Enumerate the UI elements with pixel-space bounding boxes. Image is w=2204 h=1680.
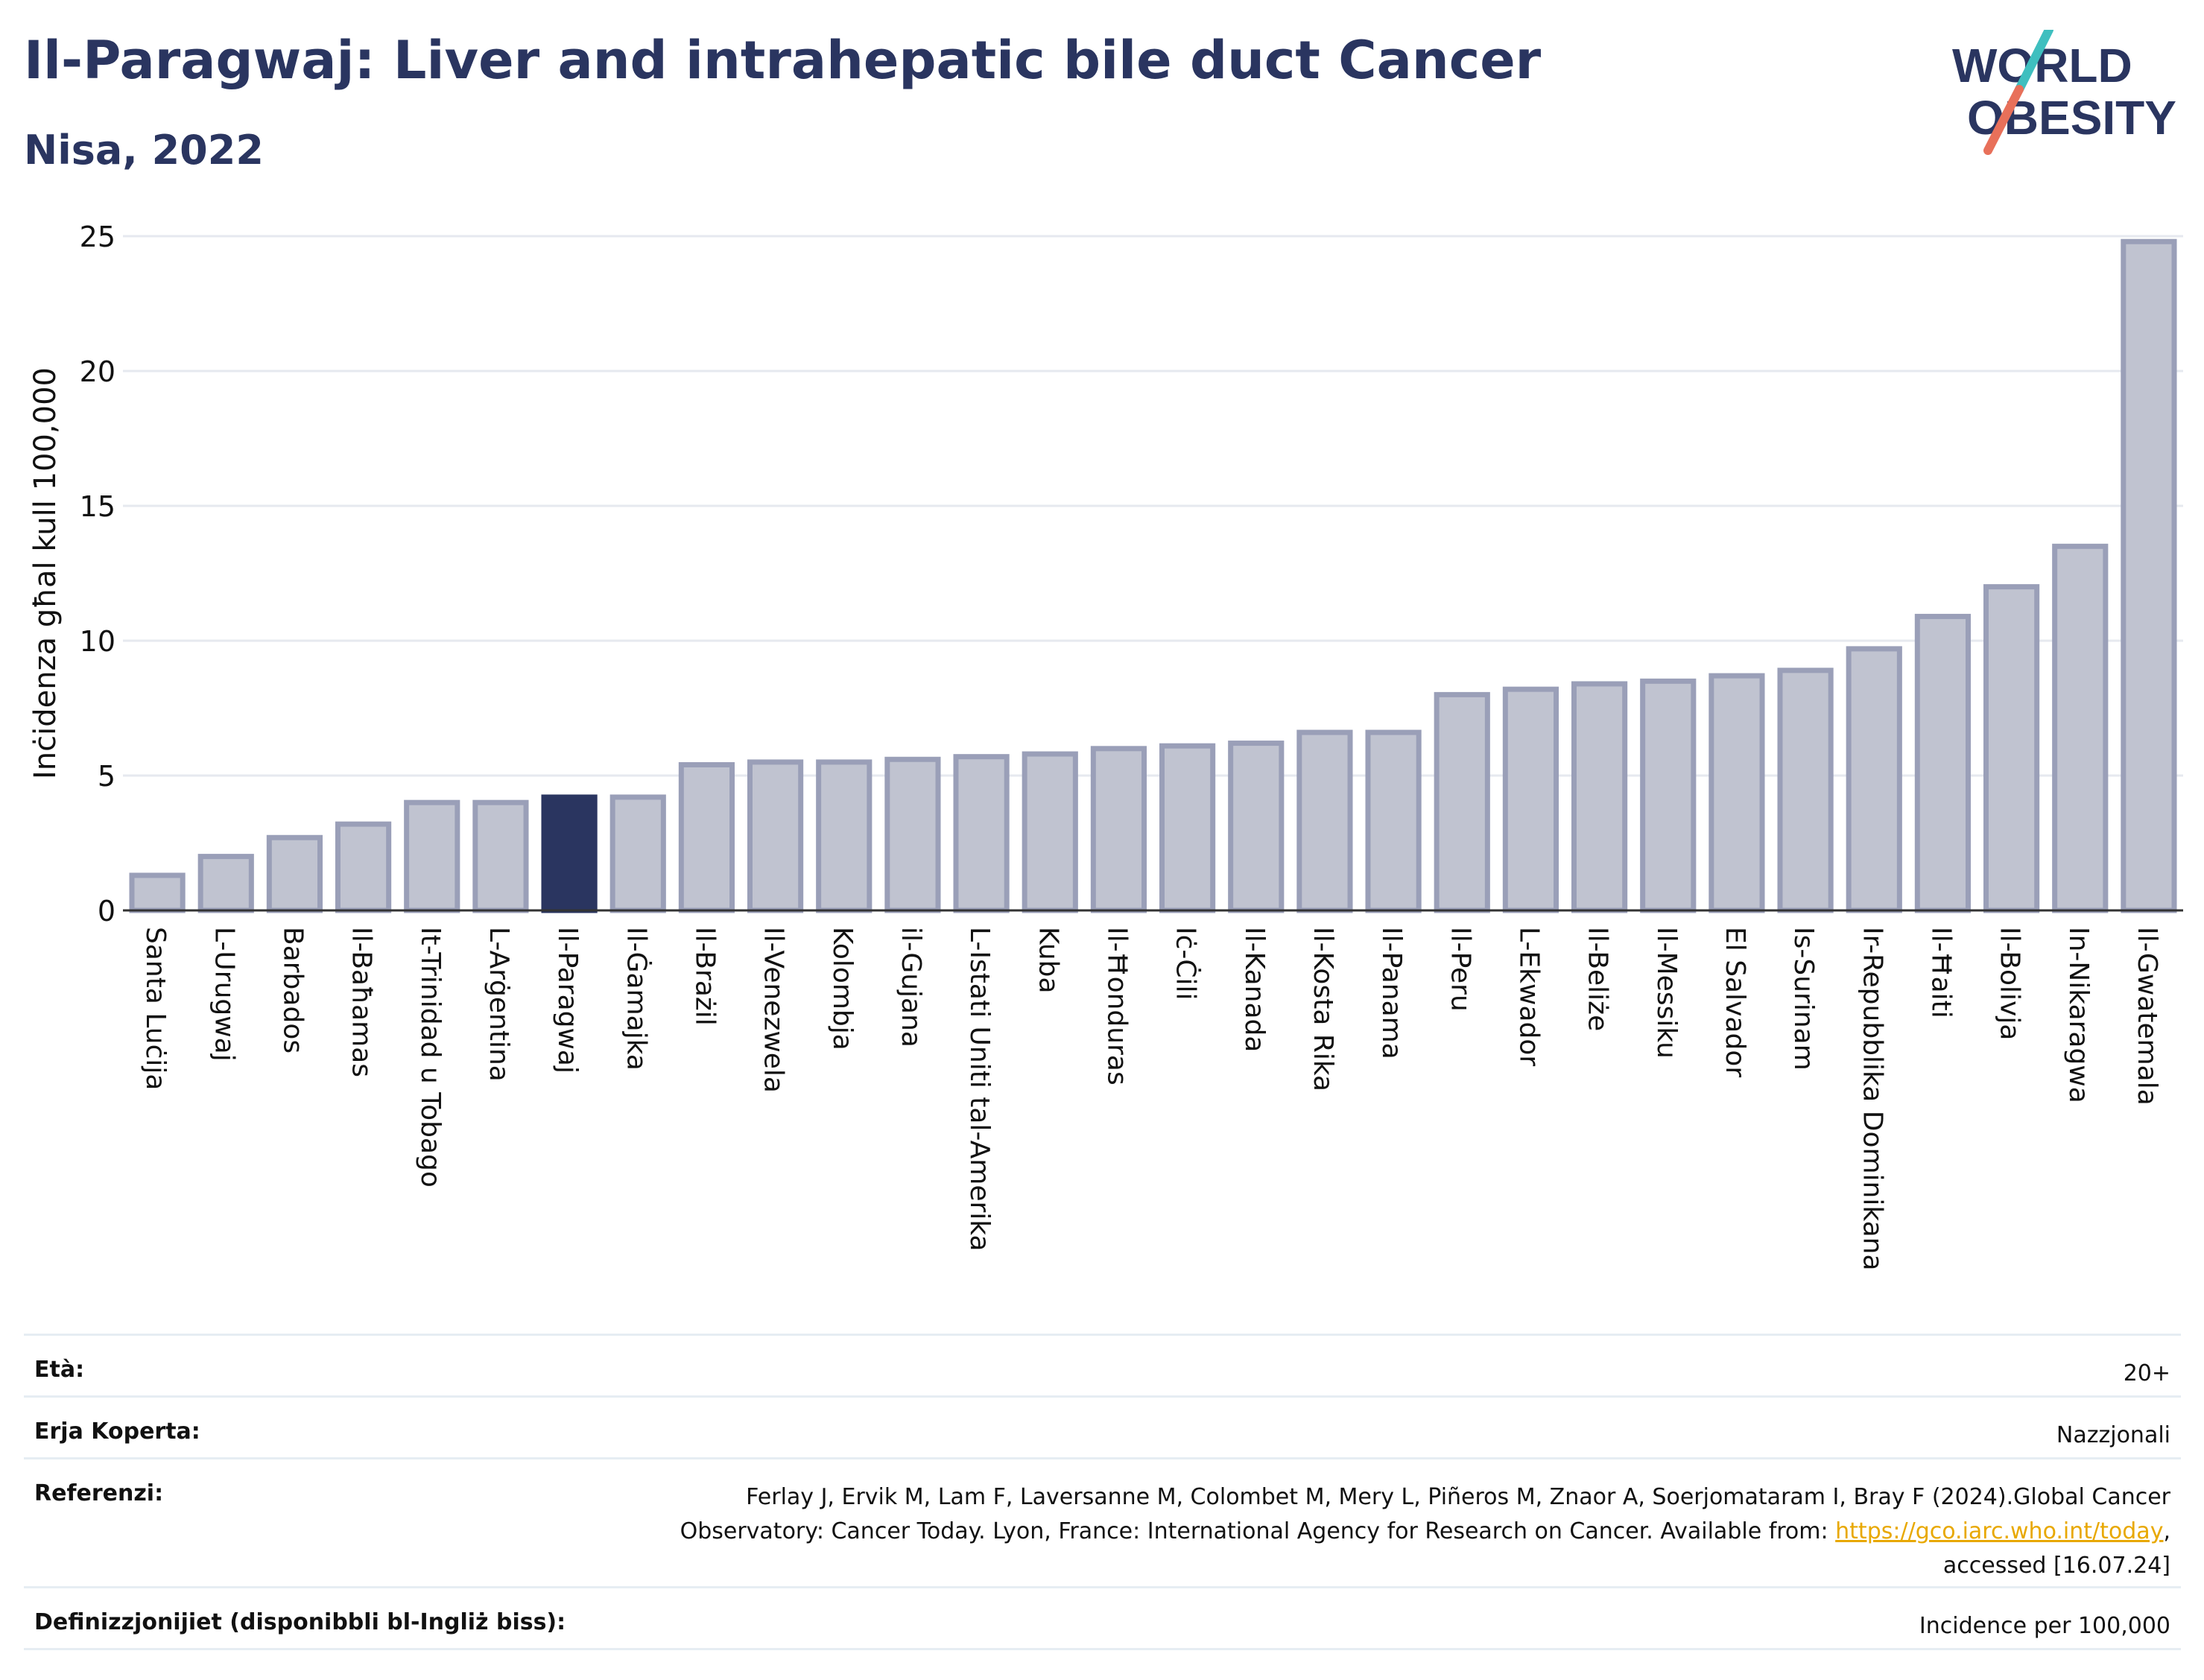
x-tick-label: Kolombja [827,927,858,1050]
bar [609,794,666,913]
bar [1571,681,1628,913]
bar [1502,686,1559,913]
bar [266,834,323,913]
y-axis-ticks: 0 5 10 15 20 25 [80,221,115,928]
x-tick-label: Il-Ħonduras [1101,927,1132,1085]
bar [747,759,804,913]
x-tick-label: Il-Baħamas [346,927,377,1077]
bar [472,799,529,913]
meta-row-definitions: Definizzjonijiet (disponibbli bl-Ingliż … [24,1588,2181,1650]
meta-label: Referenzi: [34,1480,164,1506]
meta-value: Incidence per 100,000 [1919,1613,2170,1639]
bar [1709,673,1765,913]
bar [1365,729,1422,913]
x-tick-label: Il-Kosta Rika [1308,927,1338,1091]
bar [2052,543,2109,913]
bar [1228,741,1285,913]
x-tick-label: Santa Luċija [140,927,171,1090]
chart-subtitle: Nisa, 2022 [24,127,264,174]
x-tick-label: L-Istati Uniti tal-Amerika [964,927,995,1252]
x-tick-label: Kuba [1033,927,1063,994]
bar-chart: 0 5 10 15 20 25 Santa Luċija L-Urugwaj Barbados… [28,221,2183,1271]
x-tick-label: Il-Kanada [1239,927,1270,1052]
meta-value: Nazzjonali [2056,1422,2170,1448]
reference-line-2-end: , [2163,1518,2170,1544]
meta-label: Erja Koperta: [34,1419,200,1445]
bar [404,799,460,913]
x-tick-label: Is-Surinam [1788,927,1819,1071]
bar [1434,691,1490,913]
x-tick-label: L-Urugwaj [209,927,239,1062]
x-tick-label: Il-Ħaiti [1925,927,1956,1018]
y-tick-label: 10 [80,625,115,658]
bar [2121,238,2177,913]
x-tick-label: Ir-Repubblika Dominikana [1857,927,1887,1271]
x-tick-label: Il-Paragwaj [552,927,583,1074]
world-obesity-logo: WORLD OBESITY [1952,30,2176,155]
bar [1777,668,1834,913]
meta-row-area: Erja Koperta: Nazzjonali [24,1398,2181,1459]
y-tick-label: 15 [80,490,115,523]
y-tick-label: 20 [80,355,115,388]
meta-label: Età: [34,1357,85,1383]
meta-row-age: Età: 20+ [24,1336,2181,1398]
x-tick-label: In-Nikaragwa [2063,927,2094,1103]
bar [1640,678,1697,913]
x-tick-label: Il-Gwatemala [2132,927,2162,1106]
bar [1159,743,1216,913]
bar [884,756,941,913]
bar [678,762,735,913]
meta-value: 20+ [2123,1360,2170,1386]
meta-label: Definizzjonijiet (disponibbli bl-Ingliż … [34,1609,566,1635]
x-axis-labels: Santa Luċija L-Urugwaj Barbados Il-Baħamas I… [140,927,2162,1271]
x-tick-label: il-Gujana [896,927,926,1047]
x-tick-label: Il-Brażil [689,927,720,1026]
x-tick-label: L-Ekwador [1513,927,1544,1066]
x-tick-label: Il-Ġamajka [621,927,652,1071]
y-tick-label: 25 [80,221,115,253]
bars [129,238,2177,913]
logo-slash-top [2015,30,2053,94]
x-tick-label: Il-Messiku [1651,927,1682,1059]
logo-slash-bottom [1983,85,2024,155]
bar [197,854,254,913]
x-tick-label: It-Trinidad u Tobago [415,927,446,1188]
x-tick-label: L-Arġentina [484,927,514,1082]
reference-line-2-text: Observatory: Cancer Today. Lyon, France:… [680,1518,1836,1544]
x-tick-label: Il-Venezwela [759,927,789,1093]
chart-title: Il-Paragwaj: Liver and intrahepatic bile… [24,30,1542,91]
x-tick-label: Il-Peru [1445,927,1475,1012]
bar [335,821,392,913]
bar [1914,613,1972,913]
bar [1022,751,1078,913]
reference-line-3: accessed [16.07.24] [1942,1553,2170,1579]
x-tick-label: Barbados [277,927,308,1053]
y-tick-label: 5 [98,760,115,793]
x-tick-label: Il-Bolivja [1995,927,2025,1040]
reference-line-1: Ferlay J, Ervik M, Lam F, Laversanne M, … [746,1484,2170,1510]
bar [816,759,873,913]
reference-text: Ferlay J, Ervik M, Lam F, Laversanne M, … [680,1480,2170,1583]
bar [1296,729,1353,913]
y-axis-label: Inċidenza għal kull 100,000 [28,367,63,779]
meta-row-references: Referenzi: Ferlay J, Ervik M, Lam F, Lav… [24,1459,2181,1588]
x-tick-label: Il-Panama [1376,927,1407,1059]
bar [1983,584,2040,913]
x-tick-label: El Salvador [1720,927,1750,1077]
bar [953,754,1010,913]
metadata-table: Età: 20+ Erja Koperta: Nazzjonali Refere… [24,1334,2181,1650]
x-tick-label: Iċ-Ċili [1171,927,1202,1001]
bar [1090,746,1147,913]
reference-link[interactable]: https://gco.iarc.who.int/today [1835,1518,2164,1544]
bar [1846,646,1902,913]
y-tick-label: 0 [98,895,115,928]
reference-line-2: Observatory: Cancer Today. Lyon, France:… [680,1515,2170,1549]
bar [541,794,598,913]
bar [129,872,186,913]
x-tick-label: Il-Beliże [1583,927,1613,1031]
